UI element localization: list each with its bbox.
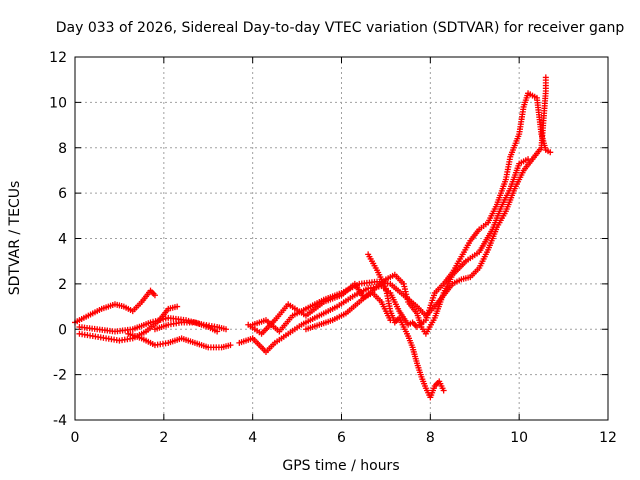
series-1 [72,287,158,326]
y-axis-label: SDTVAR / TECUs [7,181,23,296]
data-point [440,387,447,394]
x-tick-label: 12 [599,430,617,446]
data-point [223,326,230,333]
y-tick-label: 10 [49,95,67,111]
x-tick-label: 6 [337,430,346,446]
y-tick-label: 0 [58,322,67,338]
data-point [227,342,234,349]
series-4 [125,330,234,351]
y-tick-label: -4 [53,413,67,429]
data-point [387,317,394,324]
data-point [547,149,554,156]
series-3 [76,314,230,335]
tick-labels: 0 2 4 6 8 10 12 -4 -2 0 2 4 6 8 10 12 [49,50,617,446]
x-axis-label: GPS time / hours [282,458,399,474]
data-series [72,74,554,401]
y-tick-label: 4 [58,232,67,248]
x-tick-label: 4 [248,430,257,446]
x-tick-label: 10 [510,430,528,446]
data-point [151,292,158,299]
plot-frame [74,56,609,421]
y-tick-label: 8 [58,141,67,157]
series-8 [302,156,532,337]
chart-title: Day 033 of 2026, Sidereal Day-to-day VTE… [56,20,625,36]
grid-lines [75,57,608,420]
x-tick-label: 8 [426,430,435,446]
y-tick-label: 6 [58,186,67,202]
data-point [214,328,221,335]
data-point [525,156,532,163]
y-tick-label: 2 [58,277,67,293]
series-10 [245,280,394,337]
series-5 [151,319,221,335]
x-tick-label: 0 [71,430,80,446]
data-point [542,74,549,81]
x-tick-label: 2 [159,430,168,446]
y-tick-label: 12 [49,50,67,66]
data-point [174,303,181,310]
y-tick-label: -2 [53,368,67,384]
series-9 [365,251,447,401]
